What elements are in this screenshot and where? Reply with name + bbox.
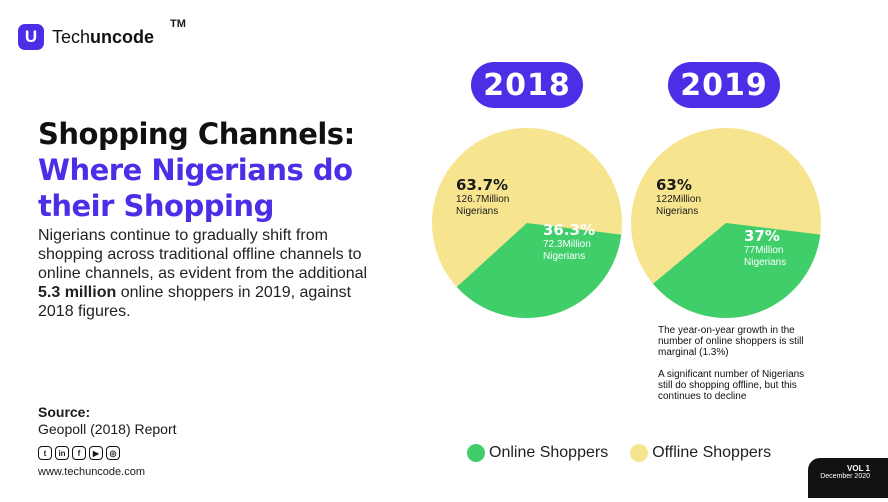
social-links: t in f ▶ ◎ xyxy=(38,446,120,460)
legend: Online Shoppers Offline Shoppers xyxy=(467,444,793,462)
pie-2019-online-label: 37% 77Million Nigerians xyxy=(744,227,787,268)
note-growth: The year-on-year growth in the number of… xyxy=(658,325,804,358)
description-highlight: 5.3 million xyxy=(38,284,117,301)
legend-swatch-offline xyxy=(630,444,649,462)
pie-2018-online-slice xyxy=(456,223,622,319)
twitter-icon[interactable]: t xyxy=(38,446,52,460)
facebook-icon[interactable]: f xyxy=(72,446,86,460)
legend-swatch-online xyxy=(467,444,485,462)
source-label: Source: xyxy=(38,404,91,420)
description: Nigerians continue to gradually shift fr… xyxy=(38,227,368,320)
volume-label: VOL 1 xyxy=(847,464,870,473)
pie-2018-online-label: 36.3% 72.3Million Nigerians xyxy=(543,221,596,262)
instagram-icon[interactable]: ◎ xyxy=(106,446,120,460)
title-line-2: Where Nigerians do xyxy=(38,153,353,187)
linkedin-icon[interactable]: in xyxy=(55,446,69,460)
brand-name: Techuncode xyxy=(52,26,155,47)
pie-2019-online-slice xyxy=(653,223,821,318)
trademark: TM xyxy=(170,18,186,30)
brand-logo: U Techuncode TM xyxy=(18,18,186,50)
chart-title-2018: 2018 xyxy=(471,62,583,108)
title-line-1: Shopping Channels: xyxy=(38,117,355,151)
page-title: Shopping Channels: Where Nigerians do th… xyxy=(38,116,398,224)
chart-title-2019: 2019 xyxy=(668,62,780,108)
title-line-3: their Shopping xyxy=(38,189,274,223)
volume-badge: VOL 1 December 2020 xyxy=(808,458,888,498)
legend-item-offline: Offline Shoppers xyxy=(630,444,771,462)
note-offline: A significant number of Nigerians still … xyxy=(658,369,805,402)
logo-mark: U xyxy=(18,24,44,50)
source-text: Geopoll (2018) Report xyxy=(38,421,177,437)
website-link[interactable]: www.techuncode.com xyxy=(38,466,145,478)
youtube-icon[interactable]: ▶ xyxy=(89,446,103,460)
pie-2019-offline-label: 63% 122Million Nigerians xyxy=(656,176,702,217)
issue-date: December 2020 xyxy=(820,473,870,480)
pie-2018-offline-label: 63.7% 126.7Million Nigerians xyxy=(456,176,510,217)
legend-item-online: Online Shoppers xyxy=(467,444,608,462)
